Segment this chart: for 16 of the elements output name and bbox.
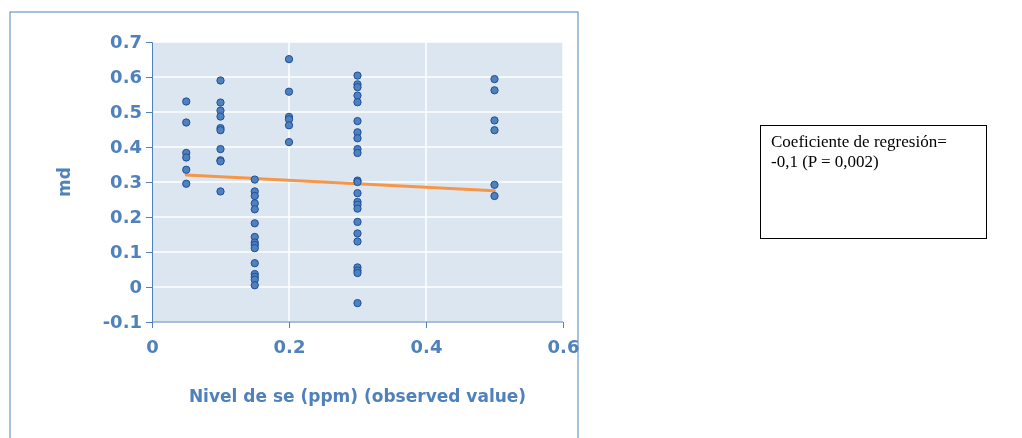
y-tick-label: 0.5	[110, 101, 142, 123]
y-tick-label: 0	[129, 276, 142, 298]
y-tick-label: 0.4	[110, 136, 142, 158]
x-tick-label: 0.4	[410, 335, 443, 357]
x-tick-label: 0	[146, 335, 159, 357]
y-tick-label: 0.3	[110, 171, 142, 193]
x-tick-label: 0.6	[547, 335, 580, 357]
x-tick-label: 0.2	[273, 335, 306, 357]
y-tick-label: 0.2	[110, 206, 142, 228]
x-axis-title: Nivel de se (ppm) (observed value)	[188, 386, 527, 406]
y-tick-label: 0.6	[110, 66, 142, 88]
y-tick-label: 0.1	[110, 241, 142, 263]
y-axis-title: md	[54, 167, 74, 197]
y-tick-label: -0.1	[102, 311, 142, 333]
text: Coeficiente de regresión= -0,1 (P = 0,002)	[760, 125, 987, 239]
y-tick-label: 0.7	[110, 31, 142, 53]
